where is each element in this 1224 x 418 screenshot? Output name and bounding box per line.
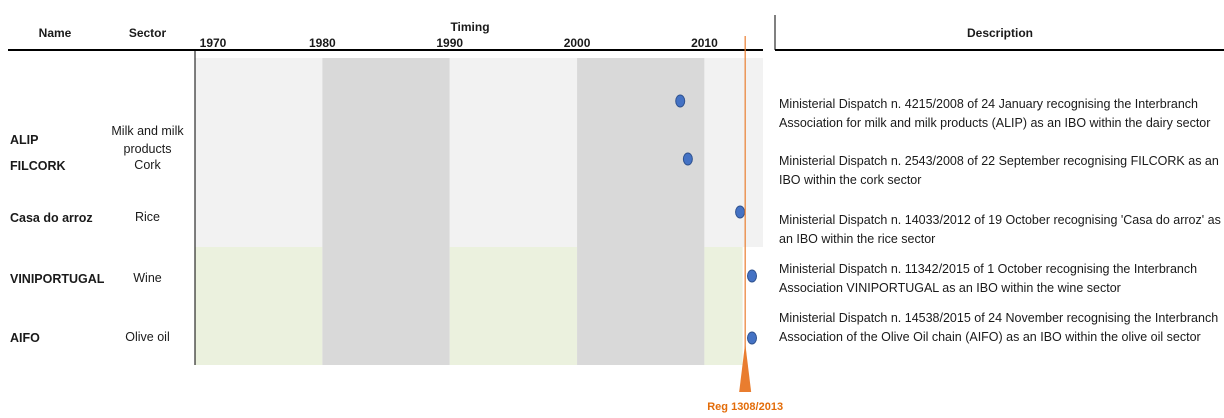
event-point	[675, 94, 686, 108]
header-sector: Sector	[128, 26, 167, 40]
period-band	[449, 58, 578, 247]
period-band	[195, 247, 323, 365]
row-name: FILCORK	[10, 158, 66, 173]
tick-label: 2010	[691, 36, 718, 50]
row-description: Ministerial Dispatch n. 14538/2015 of 24…	[779, 311, 1219, 344]
period-band	[704, 58, 763, 247]
tick-label: 1990	[436, 36, 463, 50]
row-description: Ministerial Dispatch n. 4215/2008 of 24 …	[779, 97, 1211, 130]
period-band	[195, 58, 323, 247]
period-band	[577, 247, 705, 365]
row-sector: Rice	[134, 210, 160, 225]
tick-label: 1980	[309, 36, 336, 50]
period-band	[322, 58, 450, 247]
header-name: Name	[38, 26, 72, 40]
tick-label: 1970	[200, 36, 227, 50]
row-name: ALIP	[10, 133, 39, 147]
reg-marker-arrow	[739, 343, 752, 392]
reg-marker-label: Reg 1308/2013	[707, 401, 783, 413]
period-band	[577, 58, 705, 247]
row-name: AIFO	[10, 330, 40, 345]
period-band	[322, 247, 450, 365]
header-timing: Timing	[450, 20, 490, 34]
row-sector: Milk and milk products	[111, 123, 184, 156]
row-description: Ministerial Dispatch n. 2543/2008 of 22 …	[779, 154, 1219, 187]
tick-label: 2000	[564, 36, 591, 50]
row-name: Casa do arroz	[10, 210, 93, 225]
event-point	[682, 152, 693, 166]
row-sector: Wine	[133, 271, 162, 286]
row-description: Ministerial Dispatch n. 14033/2012 of 19…	[779, 213, 1221, 246]
event-point	[735, 205, 746, 219]
header-description: Description	[966, 26, 1033, 40]
row-sector: Cork	[134, 158, 161, 173]
event-point	[747, 269, 757, 283]
row-sector: Olive oil	[125, 330, 170, 345]
row-name: VINIPORTUGAL	[10, 271, 105, 286]
period-band	[449, 247, 578, 365]
row-description: Ministerial Dispatch n. 11342/2015 of 1 …	[779, 262, 1198, 295]
event-point	[747, 331, 757, 345]
